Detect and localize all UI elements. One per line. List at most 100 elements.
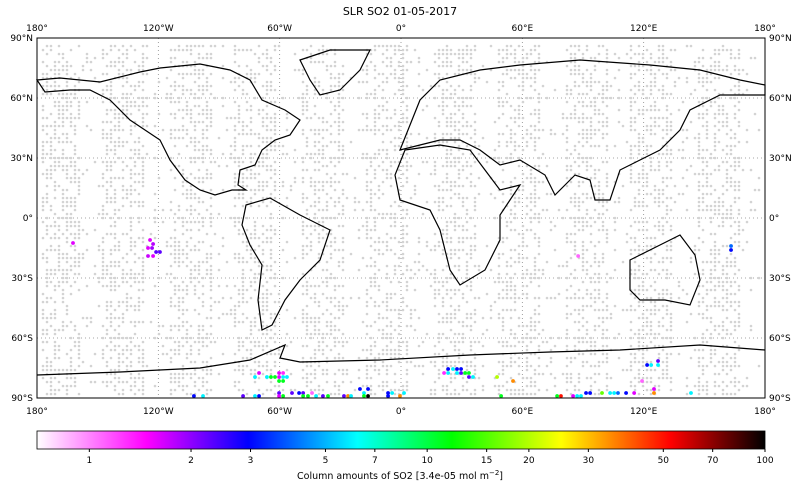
no-detection-point	[49, 384, 53, 388]
no-detection-point	[589, 164, 593, 168]
no-detection-point	[497, 156, 501, 160]
no-detection-point	[473, 364, 477, 368]
no-detection-point	[513, 196, 517, 200]
no-detection-point	[537, 60, 541, 64]
no-detection-point	[429, 248, 433, 252]
no-detection-point	[449, 164, 453, 168]
no-detection-point	[389, 204, 393, 208]
no-detection-point	[569, 232, 573, 236]
no-detection-point	[645, 204, 649, 208]
no-detection-point	[77, 176, 81, 180]
no-detection-point	[193, 380, 197, 384]
no-detection-point	[653, 188, 657, 192]
no-detection-point	[53, 288, 57, 292]
no-detection-point	[269, 200, 273, 204]
no-detection-point	[237, 292, 241, 296]
no-detection-point	[461, 52, 465, 56]
no-detection-point	[597, 212, 601, 216]
no-detection-point	[641, 228, 645, 232]
no-detection-point	[269, 192, 273, 196]
no-detection-point	[129, 336, 133, 340]
no-detection-point	[301, 244, 305, 248]
no-detection-point	[341, 240, 345, 244]
no-detection-point	[449, 376, 453, 380]
graticule	[36, 37, 766, 399]
no-detection-point	[65, 280, 69, 284]
no-detection-point	[309, 380, 313, 384]
no-detection-point	[185, 108, 189, 112]
no-detection-point	[249, 144, 253, 148]
no-detection-point	[517, 196, 521, 200]
no-detection-point	[465, 104, 469, 108]
no-detection-point	[137, 272, 141, 276]
no-detection-point	[649, 88, 653, 92]
no-detection-point	[329, 160, 333, 164]
no-detection-point	[525, 348, 529, 352]
no-detection-point	[129, 352, 133, 356]
no-detection-point	[425, 160, 429, 164]
no-detection-point	[333, 288, 337, 292]
no-detection-point	[245, 124, 249, 128]
no-detection-point	[425, 68, 429, 72]
no-detection-point	[645, 180, 649, 184]
no-detection-point	[273, 172, 277, 176]
no-detection-point	[241, 272, 245, 276]
no-detection-point	[597, 192, 601, 196]
no-detection-point	[109, 248, 113, 252]
no-detection-point	[597, 288, 601, 292]
no-detection-point	[89, 320, 93, 324]
no-detection-point	[197, 168, 201, 172]
no-detection-point	[265, 116, 269, 120]
no-detection-point	[173, 100, 177, 104]
no-detection-point	[369, 128, 373, 132]
no-detection-point	[373, 248, 377, 252]
no-detection-point	[137, 68, 141, 72]
no-detection-point	[233, 196, 237, 200]
no-detection-point	[45, 380, 49, 384]
no-detection-point	[445, 96, 449, 100]
no-detection-point	[241, 204, 245, 208]
no-detection-point	[513, 336, 517, 340]
no-detection-point	[513, 260, 517, 264]
no-detection-point	[653, 308, 657, 312]
no-detection-point	[73, 368, 77, 372]
no-detection-point	[249, 200, 253, 204]
no-detection-point	[393, 264, 397, 268]
no-detection-point	[125, 56, 129, 60]
no-detection-point	[85, 168, 89, 172]
no-detection-point	[537, 108, 541, 112]
no-detection-point	[241, 292, 245, 296]
no-detection-point	[461, 56, 465, 60]
no-detection-point	[525, 336, 529, 340]
no-detection-point	[173, 352, 177, 356]
no-detection-point	[193, 244, 197, 248]
no-detection-point	[373, 88, 377, 92]
no-detection-point	[197, 112, 201, 116]
no-detection-point	[109, 260, 113, 264]
no-detection-point	[313, 188, 317, 192]
no-detection-point	[593, 208, 597, 212]
no-detection-point	[589, 388, 593, 392]
no-detection-point	[365, 172, 369, 176]
no-detection-point	[109, 176, 113, 180]
no-detection-point	[237, 156, 241, 160]
no-detection-point	[249, 284, 253, 288]
no-detection-point	[329, 276, 333, 280]
no-detection-point	[457, 352, 461, 356]
no-detection-point	[509, 264, 513, 268]
no-detection-point	[45, 140, 49, 144]
no-detection-point	[141, 80, 145, 84]
no-detection-point	[565, 92, 569, 96]
no-detection-point	[241, 364, 245, 368]
no-detection-point	[641, 108, 645, 112]
no-detection-point	[269, 380, 273, 384]
no-detection-point	[605, 160, 609, 164]
no-detection-point	[657, 384, 661, 388]
no-detection-point	[185, 256, 189, 260]
no-detection-point	[77, 44, 81, 48]
no-detection-point	[309, 364, 313, 368]
no-detection-point	[397, 332, 401, 336]
no-detection-point	[473, 72, 477, 76]
no-detection-point	[401, 164, 405, 168]
no-detection-point	[265, 164, 269, 168]
